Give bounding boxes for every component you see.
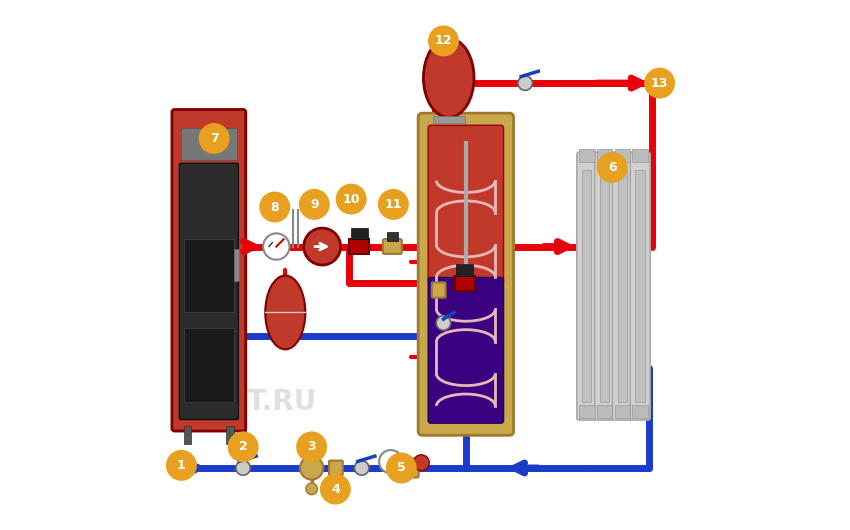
Bar xyxy=(579,149,595,162)
Bar xyxy=(234,249,239,281)
Circle shape xyxy=(306,483,317,494)
FancyBboxPatch shape xyxy=(577,152,597,420)
Circle shape xyxy=(320,474,350,504)
Text: 3: 3 xyxy=(308,440,316,453)
Circle shape xyxy=(518,76,532,90)
Circle shape xyxy=(379,450,402,473)
FancyBboxPatch shape xyxy=(613,152,632,420)
Bar xyxy=(632,149,648,162)
Bar xyxy=(579,405,595,418)
Bar xyxy=(597,405,613,418)
Circle shape xyxy=(300,456,323,480)
Circle shape xyxy=(337,184,366,214)
Circle shape xyxy=(303,228,341,265)
FancyBboxPatch shape xyxy=(172,110,246,431)
Bar xyxy=(615,405,630,418)
Bar xyxy=(597,149,613,162)
Circle shape xyxy=(413,455,429,471)
Circle shape xyxy=(260,192,290,222)
Text: 6: 6 xyxy=(608,161,616,174)
FancyBboxPatch shape xyxy=(630,152,650,420)
Bar xyxy=(184,328,234,402)
Text: 1: 1 xyxy=(177,459,186,472)
Circle shape xyxy=(297,432,326,462)
Circle shape xyxy=(229,432,258,462)
Bar xyxy=(615,149,630,162)
Text: 8: 8 xyxy=(270,200,279,214)
FancyBboxPatch shape xyxy=(428,277,503,423)
Circle shape xyxy=(299,190,329,219)
Circle shape xyxy=(354,461,369,475)
Circle shape xyxy=(428,26,458,56)
Bar xyxy=(184,238,234,313)
Bar xyxy=(442,32,455,38)
Bar xyxy=(184,426,191,444)
Bar xyxy=(433,116,465,122)
Bar xyxy=(618,170,627,402)
Bar xyxy=(181,128,237,160)
FancyBboxPatch shape xyxy=(595,152,615,420)
Circle shape xyxy=(387,453,416,483)
Text: 12: 12 xyxy=(434,34,452,47)
Bar xyxy=(600,170,609,402)
Circle shape xyxy=(264,233,290,260)
Text: 9: 9 xyxy=(310,198,319,211)
FancyBboxPatch shape xyxy=(428,125,503,282)
Circle shape xyxy=(598,153,627,182)
FancyBboxPatch shape xyxy=(179,163,238,419)
Text: RMNT.RU: RMNT.RU xyxy=(175,388,316,416)
Text: 10: 10 xyxy=(343,192,360,206)
Bar xyxy=(351,227,367,238)
Ellipse shape xyxy=(265,276,305,349)
Circle shape xyxy=(378,190,408,219)
Text: 13: 13 xyxy=(651,77,668,90)
Circle shape xyxy=(645,68,674,98)
FancyBboxPatch shape xyxy=(329,461,343,475)
Bar xyxy=(387,232,398,241)
FancyBboxPatch shape xyxy=(382,239,402,254)
Ellipse shape xyxy=(423,38,474,117)
Bar xyxy=(632,405,648,418)
FancyBboxPatch shape xyxy=(394,458,419,478)
Bar xyxy=(636,170,645,402)
Text: 4: 4 xyxy=(331,483,340,496)
Bar xyxy=(455,276,474,292)
Text: 2: 2 xyxy=(239,440,247,453)
Circle shape xyxy=(167,450,196,480)
FancyBboxPatch shape xyxy=(432,282,445,298)
Bar xyxy=(226,426,234,444)
Circle shape xyxy=(436,316,450,330)
Bar xyxy=(349,238,369,254)
Circle shape xyxy=(235,461,251,475)
Circle shape xyxy=(200,123,229,153)
FancyBboxPatch shape xyxy=(418,113,513,435)
Bar xyxy=(456,264,473,276)
Text: 7: 7 xyxy=(210,132,218,145)
Text: 5: 5 xyxy=(397,462,405,474)
Text: 11: 11 xyxy=(384,198,402,211)
Bar xyxy=(582,170,592,402)
